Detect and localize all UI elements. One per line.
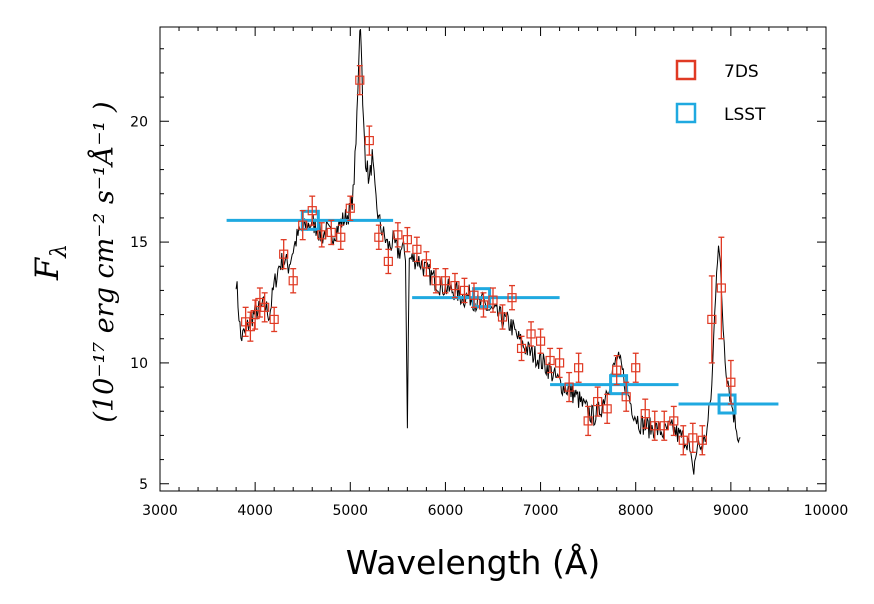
- x-tick-label: 3000: [142, 503, 178, 519]
- 7ds-point: [260, 302, 270, 312]
- 7ds-point: [650, 421, 660, 431]
- plot-frame: [159, 26, 827, 492]
- legend-lsst-marker: [675, 102, 697, 124]
- x-tick-label: 4000: [237, 503, 273, 519]
- 7ds-point: [478, 300, 489, 310]
- 7ds-point: [574, 363, 584, 373]
- 7ds-point: [545, 355, 555, 366]
- 7ds-point: [535, 336, 546, 346]
- 7ds-point: [507, 293, 517, 303]
- x-tick-label: 7000: [523, 503, 559, 519]
- 7ds-point: [364, 135, 374, 146]
- svg-text:Fλ: Fλ: [28, 244, 72, 281]
- 7ds-point: [554, 358, 565, 368]
- spectrum-layer: [235, 29, 741, 475]
- 7ds-point: [383, 256, 393, 267]
- legend-7ds-marker: [675, 59, 697, 81]
- 7ds-point: [245, 322, 255, 332]
- 7ds-point: [459, 285, 470, 296]
- 7ds-series: [241, 65, 736, 456]
- 7ds-point: [707, 314, 717, 325]
- 7ds-point: [288, 276, 298, 286]
- 7ds-point: [516, 343, 527, 354]
- 7ds-point: [564, 382, 574, 392]
- legend-7ds-label: 7DS: [724, 62, 759, 82]
- 7ds-point: [469, 290, 479, 300]
- 7ds-point: [317, 230, 327, 240]
- x-axis-label: Wavelength (Å): [346, 542, 601, 582]
- 7ds-point: [659, 421, 669, 431]
- x-tick-label: 10000: [804, 503, 849, 519]
- y-tick-label: 15: [130, 235, 148, 251]
- 7ds-point: [326, 227, 336, 238]
- 7ds-point: [602, 404, 612, 414]
- 7ds-point: [726, 377, 736, 387]
- 7ds-point: [631, 363, 641, 373]
- 7ds-point: [450, 280, 460, 291]
- 7ds-point: [255, 297, 265, 308]
- 7ds-point: [279, 249, 289, 259]
- lsst-point: [717, 393, 737, 415]
- legend: 7DS LSST: [675, 59, 766, 125]
- y-axis-label-symbol: F: [28, 256, 66, 281]
- 7ds-point: [336, 232, 346, 242]
- 7ds-point: [488, 295, 498, 305]
- 7ds-point: [526, 329, 536, 339]
- spectrum-line: [235, 29, 741, 475]
- 7ds-point: [716, 283, 726, 293]
- y-axis-label: Fλ: [28, 244, 72, 281]
- x-tick-label: 8000: [618, 503, 654, 519]
- 7ds-point: [393, 230, 403, 240]
- 7ds-point: [688, 433, 698, 443]
- y-axis-units: (10⁻¹⁷ erg cm⁻² s⁻¹Å⁻¹ ): [87, 101, 120, 422]
- 7ds-point: [412, 244, 422, 254]
- 7ds-point: [402, 235, 412, 245]
- 7ds-point: [307, 206, 317, 216]
- x-tick-label: 9000: [713, 503, 749, 519]
- y-axis-label-subscript: λ: [47, 244, 72, 259]
- 7ds-point: [612, 365, 622, 375]
- y-tick-label: 20: [130, 114, 148, 130]
- 7ds-point: [250, 309, 260, 320]
- 7ds-point: [269, 314, 279, 325]
- x-tick-label: 5000: [332, 503, 368, 519]
- 7ds-point: [298, 220, 308, 230]
- y-tick-label: 10: [130, 356, 148, 372]
- 7ds-point: [678, 435, 688, 445]
- legend-lsst-label: LSST: [724, 105, 766, 125]
- 7ds-point: [345, 203, 355, 213]
- 7ds-point: [374, 232, 384, 242]
- y-tick-label: 5: [139, 477, 148, 493]
- 7ds-point: [640, 409, 650, 419]
- 7ds-point: [440, 276, 451, 286]
- 7ds-point: [583, 416, 593, 426]
- 7ds-point: [621, 392, 631, 402]
- 7ds-point: [355, 75, 365, 85]
- x-tick-label: 6000: [428, 503, 464, 519]
- axis-ticks: 3000 4000 5000 6000 7000 8000 9000 10000 5 10 15 20: [130, 27, 848, 519]
- 7ds-point: [421, 259, 431, 269]
- 7ds-point: [241, 317, 251, 327]
- 7ds-point: [669, 416, 679, 426]
- 7ds-point: [497, 312, 508, 322]
- 7ds-point: [593, 396, 603, 407]
- 7ds-point: [697, 435, 707, 445]
- 7ds-point: [431, 276, 441, 286]
